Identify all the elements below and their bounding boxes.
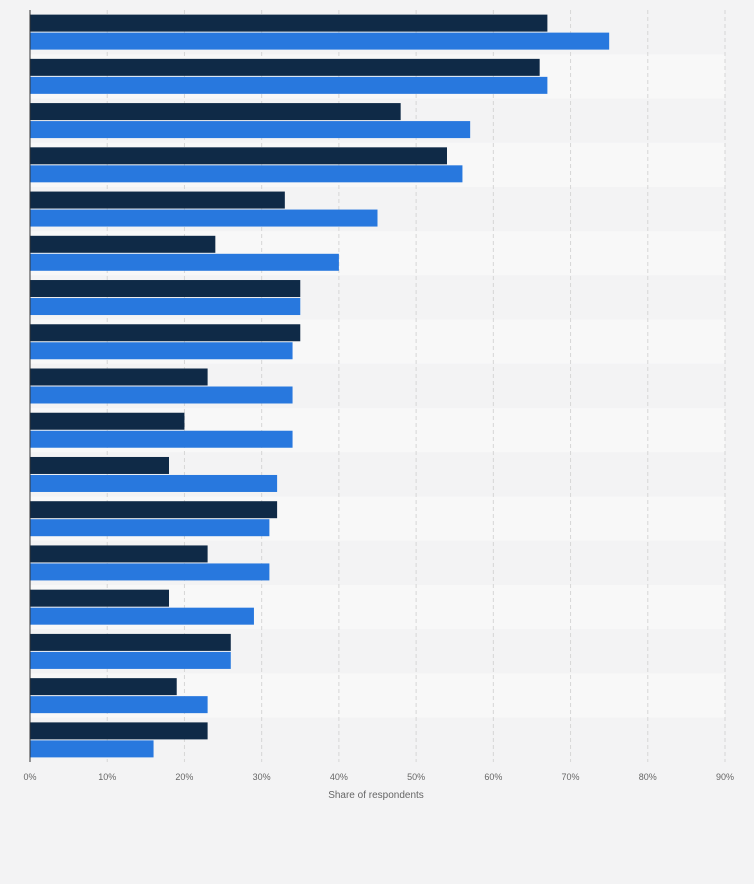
- x-tick-label: 90%: [716, 772, 734, 782]
- x-tick-label: 40%: [330, 772, 348, 782]
- bar: [30, 280, 301, 298]
- bar: [30, 209, 378, 227]
- bar: [30, 563, 270, 581]
- bar: [30, 121, 471, 139]
- x-axis: 0% 10% 20% 30% 40% 50% 60% 70% 80% 90%: [23, 10, 734, 782]
- x-tick-label: 20%: [175, 772, 193, 782]
- bar: [30, 58, 540, 76]
- bar: [30, 298, 301, 316]
- bar: [30, 253, 339, 271]
- bar: [30, 722, 208, 740]
- bar: [30, 696, 208, 714]
- bar: [30, 474, 278, 492]
- bar: [30, 519, 270, 537]
- x-tick-label: 60%: [484, 772, 502, 782]
- bar: [30, 678, 177, 696]
- bar: [30, 191, 285, 209]
- bar: [30, 589, 169, 607]
- bar: [30, 386, 293, 404]
- x-tick-label: 50%: [407, 772, 425, 782]
- bar: [30, 651, 231, 669]
- bar: [30, 147, 447, 165]
- x-tick-label: 30%: [253, 772, 271, 782]
- bar: [30, 76, 548, 94]
- bar: [30, 430, 293, 448]
- x-axis-title: Share of respondents: [328, 790, 424, 801]
- bar: [30, 165, 463, 183]
- x-tick-label: 10%: [98, 772, 116, 782]
- bar: [30, 456, 169, 474]
- bar: [30, 235, 216, 253]
- bar: [30, 607, 254, 625]
- x-tick-label: 80%: [639, 772, 657, 782]
- bar: [30, 740, 154, 758]
- bar: [30, 633, 231, 651]
- bar: [30, 545, 208, 563]
- bar: [30, 501, 278, 519]
- bar: [30, 324, 301, 342]
- x-tick-label: 70%: [562, 772, 580, 782]
- bars: [30, 14, 610, 758]
- bar: [30, 368, 208, 386]
- bar: [30, 342, 293, 360]
- bar: [30, 32, 610, 50]
- bar: [30, 14, 548, 32]
- x-tick-label: 0%: [23, 772, 36, 782]
- bar: [30, 103, 401, 121]
- bar: [30, 412, 185, 430]
